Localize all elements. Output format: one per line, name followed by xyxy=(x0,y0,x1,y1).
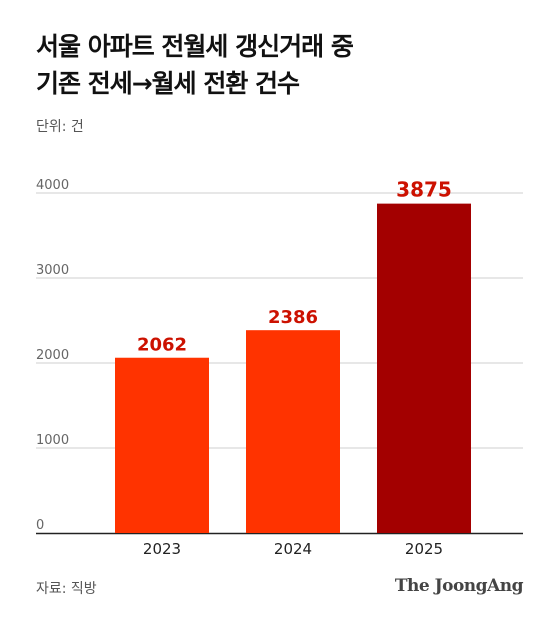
y-tick-label: 0 xyxy=(36,518,44,533)
x-tick-label-2025: 2025 xyxy=(405,540,443,558)
unit-label: 단위: 건 xyxy=(36,119,84,135)
data-label-2023: 2062 xyxy=(137,335,187,356)
x-tick-label-2023: 2023 xyxy=(143,540,181,558)
y-tick-label: 2000 xyxy=(36,348,69,363)
brand-logo: The JoongAng xyxy=(394,576,524,596)
chart-title: 서울 아파트 전월세 갱신거래 중 기존 전세→월세 전환 건수 xyxy=(36,28,536,102)
x-tick-label-2024: 2024 xyxy=(274,540,312,558)
bar-2025 xyxy=(377,203,471,533)
label-layer: 0 1000 2000 3000 4000 2062 2023 2386 2024 3875 202… xyxy=(36,178,452,558)
data-label-2025: 3875 xyxy=(396,178,452,202)
bar-layer xyxy=(115,203,471,533)
y-tick-label: 3000 xyxy=(36,263,69,278)
chart-title-line-2: 기존 전세→월세 전환 건수 xyxy=(36,69,300,98)
chart-title-line-1: 서울 아파트 전월세 갱신거래 중 xyxy=(36,32,354,61)
bar-2023 xyxy=(115,357,209,533)
y-tick-label: 1000 xyxy=(36,433,69,448)
source-label: 자료: 직방 xyxy=(36,581,97,597)
y-tick-label: 4000 xyxy=(36,178,69,193)
data-label-2024: 2386 xyxy=(268,307,318,328)
bar-2024 xyxy=(246,330,340,533)
